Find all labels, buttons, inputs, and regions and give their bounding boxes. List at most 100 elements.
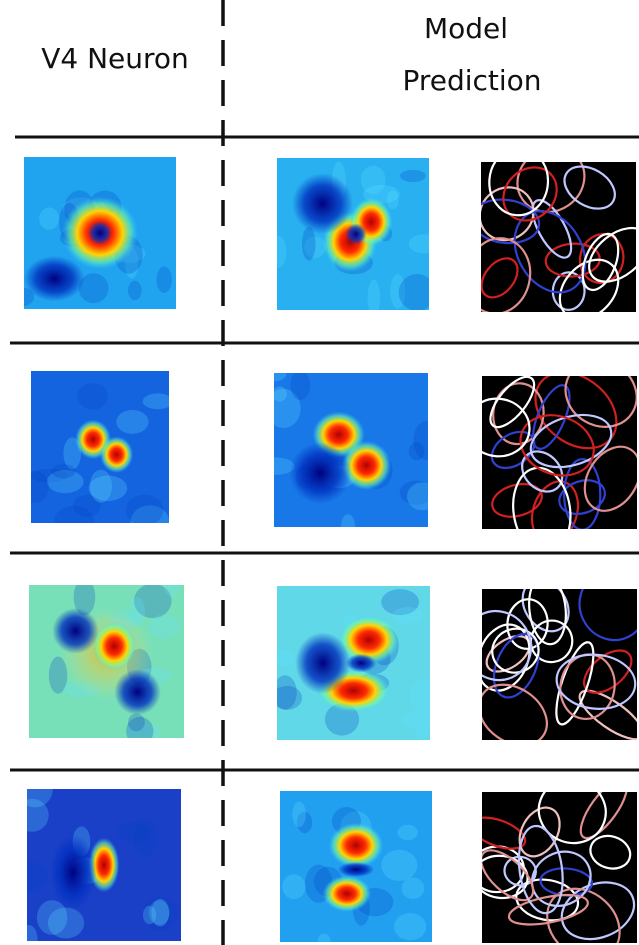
blob (92, 621, 136, 671)
texture (46, 470, 84, 494)
texture (127, 713, 145, 732)
blob (338, 615, 400, 665)
texture (274, 386, 287, 402)
blob (341, 440, 392, 491)
texture (54, 505, 94, 523)
texture (73, 494, 101, 517)
blob (87, 220, 113, 246)
heatmap (24, 157, 176, 309)
heatmap (277, 158, 429, 310)
texture (73, 585, 96, 616)
texture (406, 482, 428, 511)
ellipse-stroke (517, 824, 564, 915)
texture (27, 798, 49, 832)
ellipse-stroke (481, 198, 541, 245)
blob (295, 632, 351, 694)
texture (401, 877, 425, 900)
texture (282, 874, 306, 900)
blob (322, 875, 372, 912)
ellipse-stroke (482, 609, 533, 682)
stimulus (482, 589, 637, 740)
heatmap-body (274, 373, 428, 527)
blob (114, 669, 161, 716)
blob (292, 173, 353, 235)
heatmap-body (24, 190, 172, 306)
texture (88, 475, 128, 502)
ellipse-stroke (503, 855, 537, 887)
heatmap (29, 585, 184, 738)
ellipse-stroke (491, 482, 543, 518)
texture (340, 514, 356, 527)
blob (289, 442, 352, 504)
texture (47, 907, 85, 939)
texture (290, 373, 311, 401)
texture (51, 464, 76, 479)
texture (401, 710, 430, 730)
ellipse-stroke (481, 237, 532, 312)
ellipse-stroke (578, 589, 637, 642)
texture (125, 494, 164, 523)
texture (302, 227, 316, 261)
ellipse-stroke (579, 792, 629, 840)
texture (394, 913, 427, 941)
ellipse-stroke (482, 854, 529, 900)
texture (148, 614, 181, 639)
texture (277, 675, 297, 710)
texture (126, 722, 161, 738)
texture (277, 650, 296, 667)
texture (133, 585, 172, 619)
blob (100, 436, 134, 473)
heatmap (277, 586, 430, 740)
ellipse-stroke (563, 458, 602, 529)
ellipse-stroke (482, 397, 531, 458)
blob (52, 607, 99, 654)
texture (143, 896, 178, 931)
ellipse-stroke (546, 887, 621, 943)
ellipse-stroke (528, 589, 567, 646)
heatmap (280, 791, 432, 942)
texture (415, 725, 429, 740)
texture (126, 716, 154, 738)
ellipse-stroke (516, 162, 586, 214)
ellipse-stroke (512, 466, 572, 529)
ellipse-stroke (482, 816, 527, 850)
texture (163, 585, 180, 597)
ellipse-stroke (555, 653, 637, 710)
texture (31, 470, 49, 503)
ellipse-stroke (563, 165, 616, 210)
texture (130, 505, 169, 523)
stimulus (482, 792, 637, 943)
texture (142, 905, 157, 925)
heatmap-body (27, 789, 178, 941)
texture (117, 821, 150, 843)
column-header: V4 Neuron (41, 42, 189, 75)
heatmap (31, 371, 169, 523)
texture (277, 235, 287, 269)
texture (39, 207, 60, 230)
texture (128, 280, 142, 301)
texture (27, 789, 53, 808)
texture (408, 442, 425, 461)
texture (400, 169, 426, 183)
stimulus-body (482, 589, 637, 740)
texture (390, 273, 406, 309)
texture (399, 480, 428, 505)
texture (277, 685, 303, 710)
ellipse-stroke (588, 226, 636, 283)
ellipse-stroke (530, 850, 592, 907)
texture (367, 279, 381, 310)
stimulus-body (482, 792, 636, 943)
heatmap (27, 789, 181, 941)
ellipse-stroke (558, 479, 606, 516)
ellipse-stroke (518, 806, 561, 858)
ellipse-stroke (488, 162, 550, 217)
ellipse-stroke (531, 199, 573, 259)
texture (36, 900, 68, 935)
texture (274, 373, 287, 382)
texture (89, 469, 113, 503)
heatmap-body (48, 585, 181, 738)
stimulus-body (482, 376, 637, 529)
blob (345, 223, 367, 245)
texture (274, 457, 295, 475)
